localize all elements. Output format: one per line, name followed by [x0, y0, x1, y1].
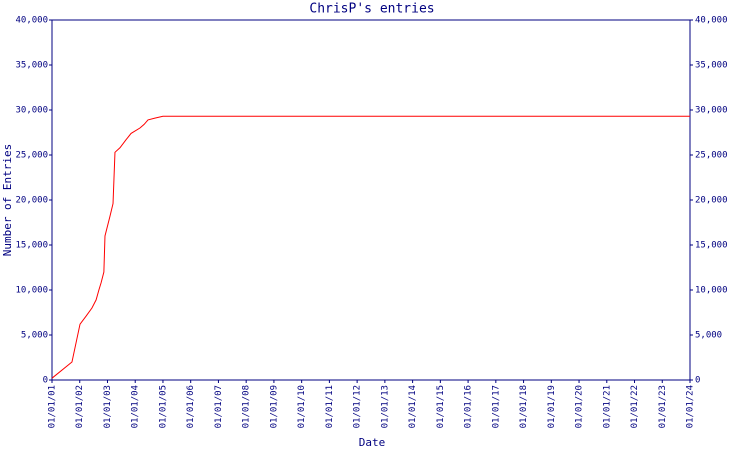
x-tick-label: 01/01/05 — [158, 385, 168, 428]
y-tick-label: 30,000 — [15, 106, 48, 116]
x-tick-label: 01/01/23 — [658, 385, 668, 428]
chart-title: ChrisP's entries — [309, 2, 434, 17]
x-tick-label: 01/01/01 — [48, 385, 58, 428]
y-tick-label: 35,000 — [15, 61, 48, 71]
y2-tick-label: 15,000 — [695, 241, 728, 251]
data-line — [51, 115, 690, 379]
x-tick-label: 01/01/14 — [408, 385, 418, 428]
x-tick-label: 01/01/12 — [353, 385, 363, 428]
x-tick-label: 01/01/13 — [380, 385, 390, 428]
x-tick-label: 01/01/04 — [131, 385, 141, 428]
y2-tick-label: 40,000 — [695, 16, 728, 26]
x-tick-label: 01/01/08 — [242, 385, 252, 428]
y-tick-label: 20,000 — [15, 196, 48, 206]
x-tick-label: 01/01/03 — [103, 385, 113, 428]
y2-tick-label: 35,000 — [695, 61, 728, 71]
x-tick-label: 01/01/10 — [297, 385, 307, 428]
y-axis-label: Number of Entries — [1, 144, 14, 257]
x-tick-label: 01/01/02 — [75, 385, 85, 428]
x-tick-label: 01/01/11 — [325, 385, 335, 428]
y2-tick-label: 10,000 — [695, 286, 728, 296]
x-axis-label: Date — [359, 436, 386, 449]
x-tick-label: 01/01/21 — [602, 385, 612, 428]
x-tick-label: 01/01/09 — [269, 385, 279, 428]
y-tick-label: 15,000 — [15, 241, 48, 251]
y-tick-label: 0 — [43, 376, 48, 386]
x-tick-label: 01/01/15 — [436, 385, 446, 428]
y2-tick-label: 20,000 — [695, 196, 728, 206]
y2-tick-label: 5,000 — [695, 331, 722, 341]
y-tick-label: 40,000 — [15, 16, 48, 26]
y2-tick-label: 0 — [695, 376, 700, 386]
y2-tick-label: 25,000 — [695, 151, 728, 161]
x-tick-label: 01/01/06 — [186, 385, 196, 428]
x-tick-label: 01/01/16 — [464, 385, 474, 428]
x-tick-label: 01/01/19 — [547, 385, 557, 428]
x-tick-label: 01/01/17 — [491, 385, 501, 428]
x-tick-label: 01/01/07 — [214, 385, 224, 428]
y2-tick-label: 30,000 — [695, 106, 728, 116]
y-tick-label: 10,000 — [15, 286, 48, 296]
y-tick-label: 5,000 — [21, 331, 48, 341]
x-tick-label: 01/01/18 — [519, 385, 529, 428]
x-tick-label: 01/01/22 — [630, 385, 640, 428]
y-tick-label: 25,000 — [15, 151, 48, 161]
x-tick-label: 01/01/24 — [686, 385, 696, 428]
x-tick-label: 01/01/20 — [575, 385, 585, 428]
